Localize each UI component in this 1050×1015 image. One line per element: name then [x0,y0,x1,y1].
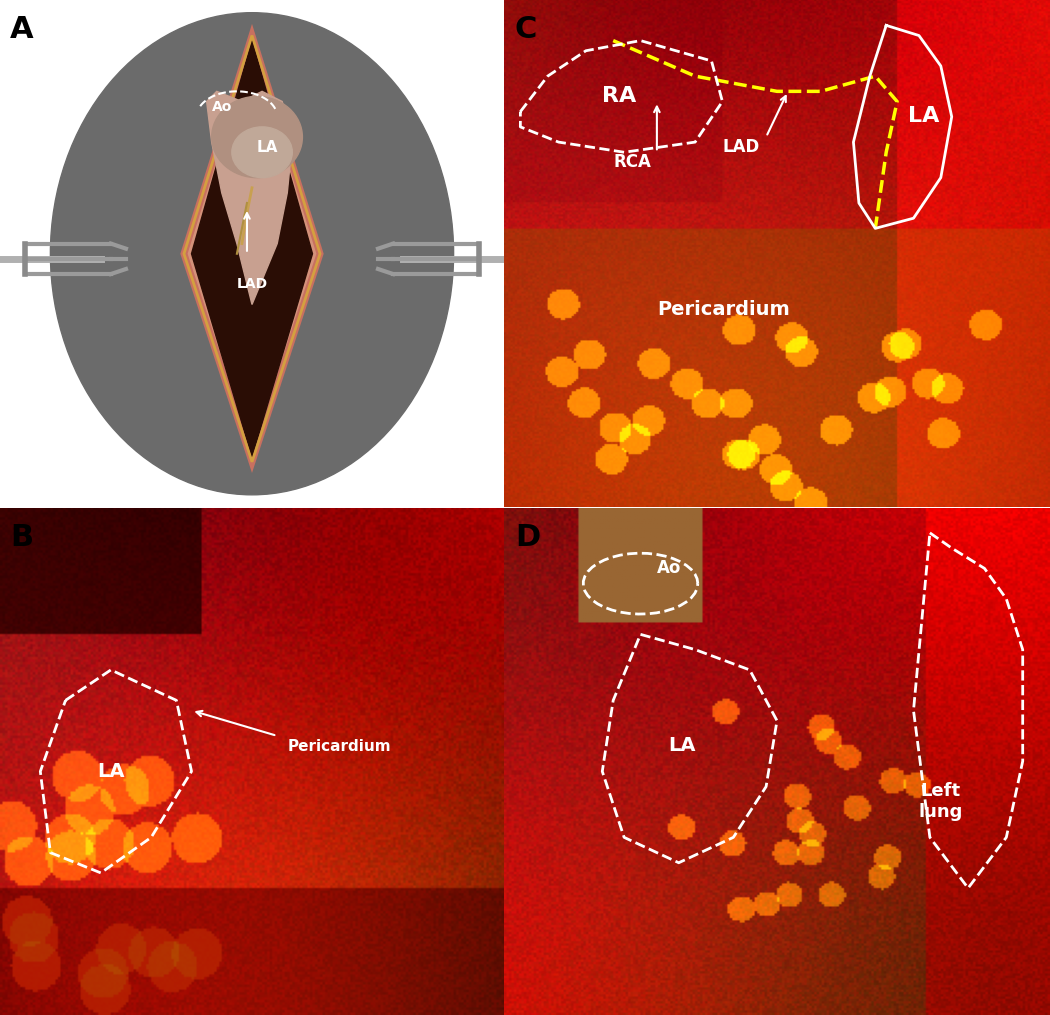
Text: RA: RA [603,85,636,106]
Text: LA: LA [668,736,695,755]
Text: Left
lung: Left lung [919,783,963,821]
Text: B: B [10,523,34,552]
Text: LAD: LAD [236,277,268,291]
Text: A: A [10,15,34,45]
Ellipse shape [50,13,454,495]
Text: LA: LA [256,140,278,154]
Text: Ao: Ao [657,559,681,578]
Text: RCA: RCA [613,153,651,172]
Text: Pericardium: Pericardium [657,299,790,319]
Text: Pericardium: Pericardium [288,739,391,753]
Polygon shape [191,41,313,457]
Text: LA: LA [98,762,125,781]
Text: LA: LA [908,106,940,126]
Polygon shape [191,41,313,457]
Polygon shape [184,36,320,462]
Polygon shape [207,91,292,304]
Text: LAD: LAD [722,138,759,156]
Ellipse shape [212,96,302,178]
Text: C: C [514,15,538,45]
Text: D: D [514,523,540,552]
Text: Ao: Ao [211,99,232,114]
Ellipse shape [232,127,292,178]
